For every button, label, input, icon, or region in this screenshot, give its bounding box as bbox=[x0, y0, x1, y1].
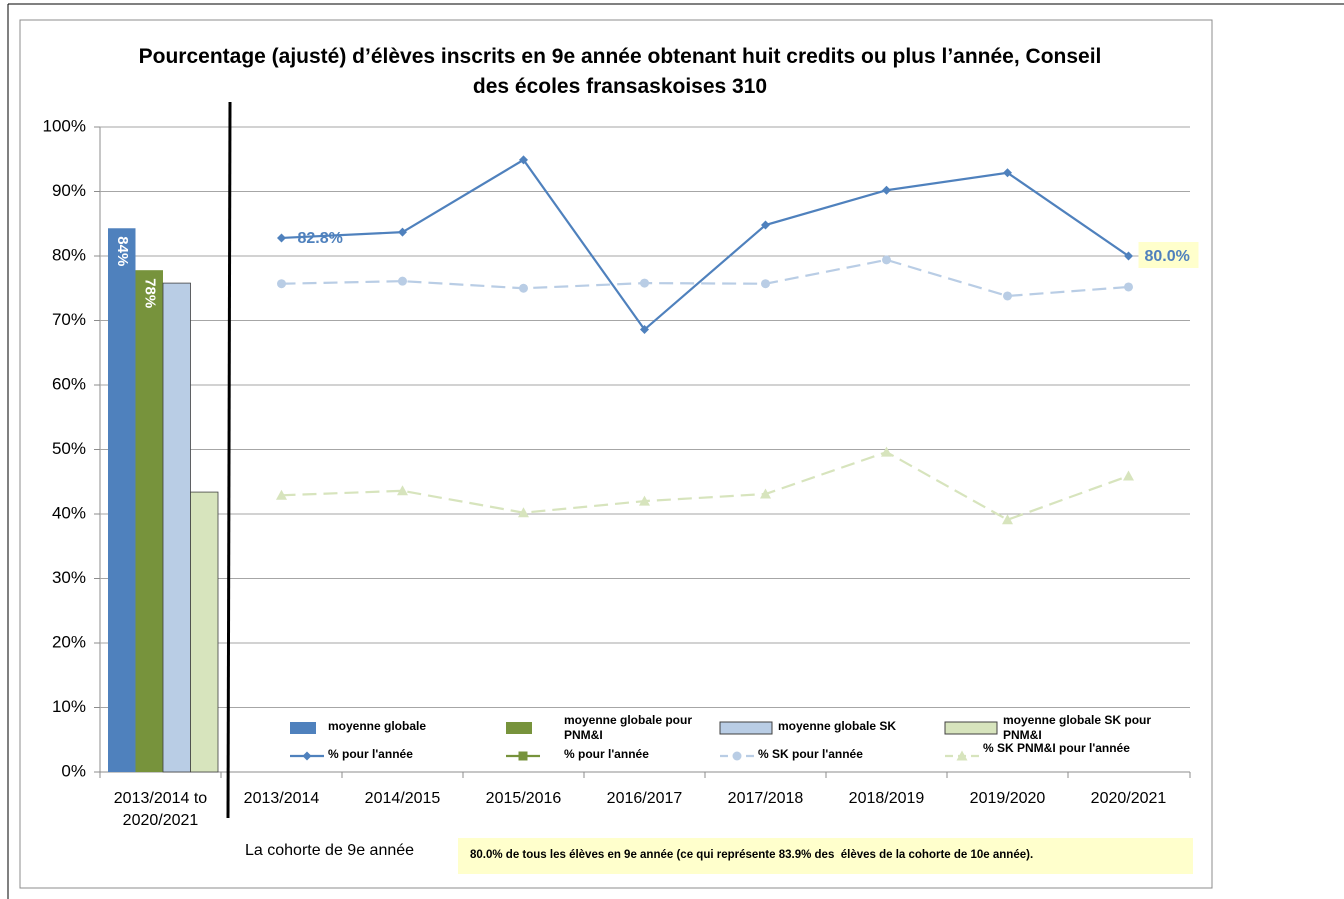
y-tick-label: 60% bbox=[52, 374, 86, 393]
y-tick-label: 50% bbox=[52, 439, 86, 458]
y-tick-label: 10% bbox=[52, 697, 86, 716]
marker bbox=[398, 276, 407, 286]
marker bbox=[518, 751, 528, 761]
line-series bbox=[281, 450, 1129, 522]
y-tick-label: 90% bbox=[52, 181, 86, 200]
marker bbox=[398, 227, 407, 237]
y-tick-label: 100% bbox=[43, 116, 86, 135]
marker bbox=[519, 155, 528, 165]
bar-value-label: 78% bbox=[141, 278, 158, 308]
legend-label: % pour l'année bbox=[328, 747, 413, 761]
marker bbox=[761, 279, 770, 289]
x-tick-label: 2018/2019 bbox=[848, 790, 925, 807]
x-tick-label: 2014/2015 bbox=[364, 790, 441, 807]
legend-swatch bbox=[719, 721, 773, 735]
marker bbox=[276, 489, 287, 500]
legend-swatch bbox=[506, 722, 532, 734]
divider bbox=[226, 101, 232, 819]
x-tick-label: 2013/2014 to 2020/2021 bbox=[113, 790, 208, 829]
bar bbox=[108, 228, 136, 772]
legend-label: % SK pour l'année bbox=[758, 747, 863, 761]
bar bbox=[162, 282, 191, 773]
legend-label: moyenne globale pour PNM&I bbox=[564, 713, 693, 742]
line-value-label: 80.0% bbox=[1145, 248, 1190, 265]
marker bbox=[277, 279, 286, 289]
marker bbox=[639, 495, 650, 506]
marker bbox=[640, 325, 649, 335]
marker bbox=[640, 278, 649, 288]
x-tick-label: 2019/2020 bbox=[969, 790, 1046, 807]
marker bbox=[1002, 514, 1013, 525]
marker bbox=[881, 446, 892, 457]
bar bbox=[190, 491, 219, 773]
marker bbox=[302, 751, 312, 761]
legend-label: moyenne globale bbox=[328, 719, 427, 733]
marker bbox=[882, 255, 891, 265]
legend-swatch bbox=[944, 721, 998, 735]
bar-value-label: 84% bbox=[114, 236, 131, 266]
x-tick-label: 2013/2014 bbox=[243, 790, 320, 807]
value-label-bg bbox=[1138, 242, 1199, 268]
line-value-label: 82.8% bbox=[298, 230, 343, 247]
x-tick-label: 2020/2021 bbox=[1090, 790, 1167, 807]
marker bbox=[956, 750, 968, 761]
line-series bbox=[281, 258, 1129, 298]
legend-label: % SK PNM&I pour l'année bbox=[983, 741, 1130, 755]
marker bbox=[761, 220, 770, 230]
bar bbox=[135, 270, 163, 772]
marker bbox=[732, 751, 742, 761]
marker bbox=[882, 185, 891, 195]
annotation: 80.0% de tous les élèves en 9e année (ce… bbox=[470, 849, 1034, 861]
legend-label: % pour l'année bbox=[564, 747, 649, 761]
line-series bbox=[281, 158, 1130, 332]
x-axis-label: La cohorte de 9e année bbox=[245, 842, 415, 859]
marker bbox=[277, 233, 286, 243]
y-tick-label: 70% bbox=[52, 310, 86, 329]
y-tick-label: 20% bbox=[52, 632, 86, 651]
y-tick-label: 80% bbox=[52, 245, 86, 264]
marker bbox=[1124, 251, 1133, 261]
annotation-box bbox=[458, 838, 1193, 874]
x-tick-label: 2017/2018 bbox=[727, 790, 804, 807]
legend-swatch bbox=[290, 722, 316, 734]
marker bbox=[397, 485, 408, 496]
y-tick-label: 30% bbox=[52, 568, 86, 587]
marker bbox=[1123, 470, 1134, 481]
y-tick-label: 0% bbox=[61, 761, 86, 780]
x-tick-label: 2015/2016 bbox=[485, 790, 562, 807]
marker bbox=[1003, 168, 1012, 178]
legend-label: moyenne globale SK pour PNM&I bbox=[1003, 713, 1152, 742]
marker bbox=[518, 507, 529, 518]
chart-title: Pourcentage (ajusté) d’élèves inscrits e… bbox=[138, 45, 1102, 98]
x-tick-label: 2016/2017 bbox=[606, 790, 683, 807]
marker bbox=[1003, 291, 1012, 301]
marker bbox=[1124, 282, 1133, 292]
marker bbox=[519, 283, 528, 293]
chart-frame bbox=[19, 19, 1213, 889]
legend-label: moyenne globale SK bbox=[778, 719, 897, 733]
marker bbox=[760, 488, 771, 499]
y-tick-label: 40% bbox=[52, 503, 86, 522]
